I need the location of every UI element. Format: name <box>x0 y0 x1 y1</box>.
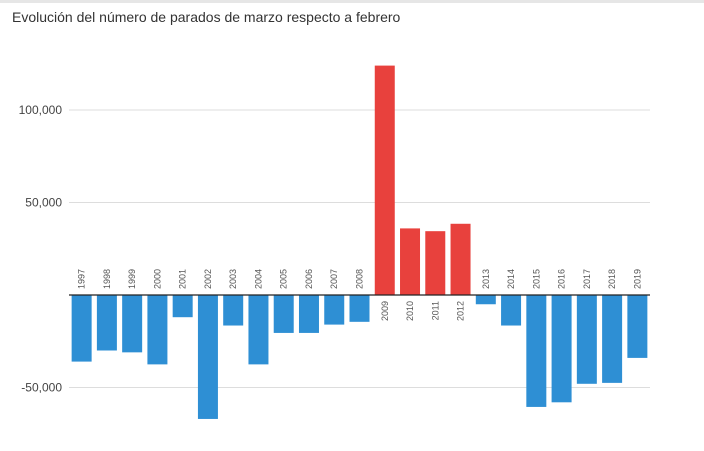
x-tick-label: 2014 <box>506 269 516 289</box>
y-axis-ticks: 100,000 50,000 -50,000 <box>19 103 63 395</box>
x-tick-label: 1999 <box>127 269 137 289</box>
x-tick-label: 2000 <box>152 269 162 289</box>
x-tick-label: 1998 <box>102 269 112 289</box>
x-tick-label: 2012 <box>456 301 466 321</box>
y-tick-label: 50,000 <box>25 196 62 210</box>
bar-2017 <box>576 295 597 384</box>
bar-2013 <box>475 295 496 305</box>
x-tick-label: 2001 <box>178 269 188 289</box>
x-tick-label: 2006 <box>304 269 314 289</box>
y-tick-label: -50,000 <box>21 381 62 395</box>
x-tick-label: 2002 <box>203 269 213 289</box>
bar-2000 <box>147 295 168 365</box>
bar-2005 <box>273 295 294 333</box>
bar-2018 <box>602 295 623 383</box>
bar-2003 <box>223 295 244 326</box>
x-tick-label: 2018 <box>607 269 617 289</box>
bar-2014 <box>501 295 522 326</box>
x-tick-label: 2010 <box>405 301 415 321</box>
bar-1997 <box>71 295 92 362</box>
x-tick-label: 2004 <box>253 269 263 289</box>
bar-2009 <box>374 65 395 295</box>
x-axis-ticks: 1997 1998 1999 2000 2001 2002 2003 2004 2005 2006… <box>77 269 643 321</box>
bar-2006 <box>298 295 319 333</box>
x-tick-label: 2011 <box>430 301 440 320</box>
bar-2019 <box>627 295 648 358</box>
x-tick-label: 1997 <box>77 269 87 289</box>
y-tick-label: 100,000 <box>19 103 63 117</box>
bar-1998 <box>96 295 117 351</box>
x-tick-label: 2003 <box>228 269 238 289</box>
bar-2011 <box>425 231 446 295</box>
bar-2016 <box>551 295 572 403</box>
bar-2002 <box>197 295 218 419</box>
x-tick-label: 2017 <box>582 269 592 289</box>
x-tick-label: 2016 <box>557 269 567 289</box>
bar-2004 <box>248 295 269 365</box>
bar-1999 <box>122 295 143 353</box>
bar-2012 <box>450 223 471 295</box>
top-border <box>0 0 704 3</box>
x-tick-label: 2019 <box>632 269 642 289</box>
x-tick-label: 2007 <box>329 269 339 289</box>
bar-2001 <box>172 295 193 318</box>
bars <box>71 65 648 419</box>
chart-title: Evolución del número de parados de marzo… <box>12 9 401 25</box>
x-tick-label: 2015 <box>531 269 541 289</box>
bar-2008 <box>349 295 370 322</box>
x-tick-label: 2005 <box>279 269 289 289</box>
x-tick-label: 2013 <box>481 269 491 289</box>
bar-2015 <box>526 295 547 407</box>
x-tick-label: 2008 <box>355 269 365 289</box>
x-tick-label: 2009 <box>380 301 390 321</box>
bar-2007 <box>324 295 345 325</box>
bar-2010 <box>400 228 421 295</box>
